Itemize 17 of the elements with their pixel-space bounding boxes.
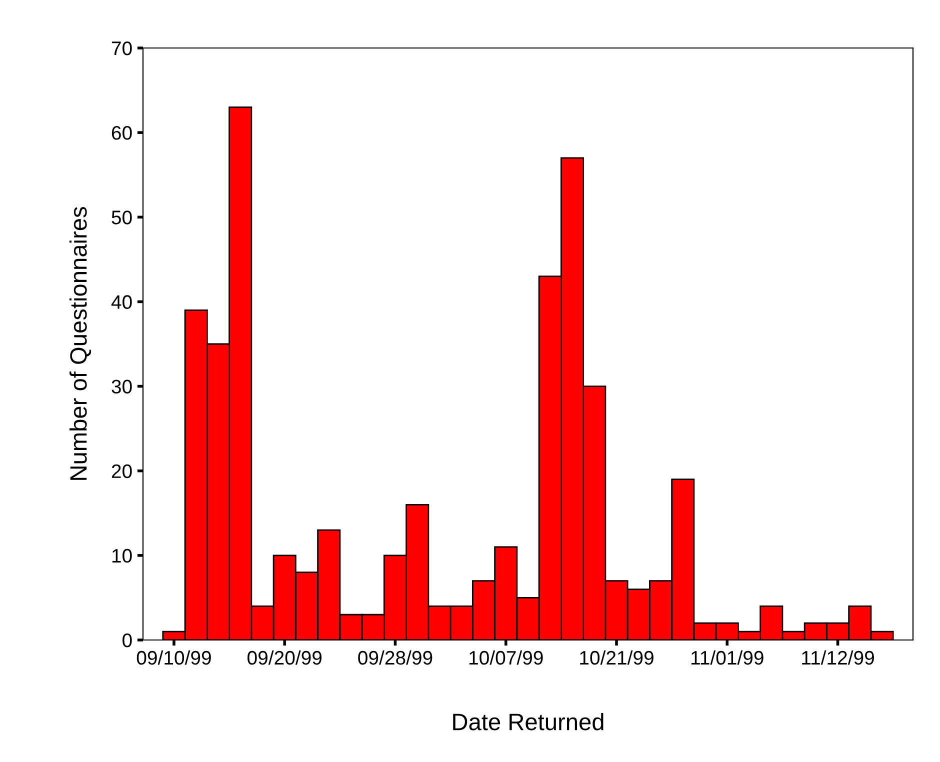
x-tick-label: 10/21/99 (580, 650, 654, 665)
x-tick-label: 09/10/99 (136, 650, 211, 665)
y-tick-label: 0 (122, 633, 132, 648)
y-tick-label: 20 (112, 464, 132, 478)
y-tick-label: 60 (112, 126, 132, 140)
y-tick-label: 50 (112, 210, 132, 224)
x-tick-label: 11/12/99 (802, 650, 874, 665)
x-tick-label: 09/20/99 (248, 650, 322, 665)
y-tick-label: 10 (112, 548, 132, 563)
x-tick-label: 09/28/99 (358, 650, 432, 665)
y-axis-title: Number of Questionnaires (70, 207, 92, 480)
y-tick-label: 40 (111, 295, 132, 309)
y-tick-label: 70 (112, 41, 132, 56)
x-tick-label: 11/01/99 (691, 650, 764, 665)
x-tick-label: 10/07/99 (470, 650, 543, 665)
x-axis-title: Date Returned (453, 712, 604, 730)
y-tick-label: 30 (112, 380, 132, 394)
